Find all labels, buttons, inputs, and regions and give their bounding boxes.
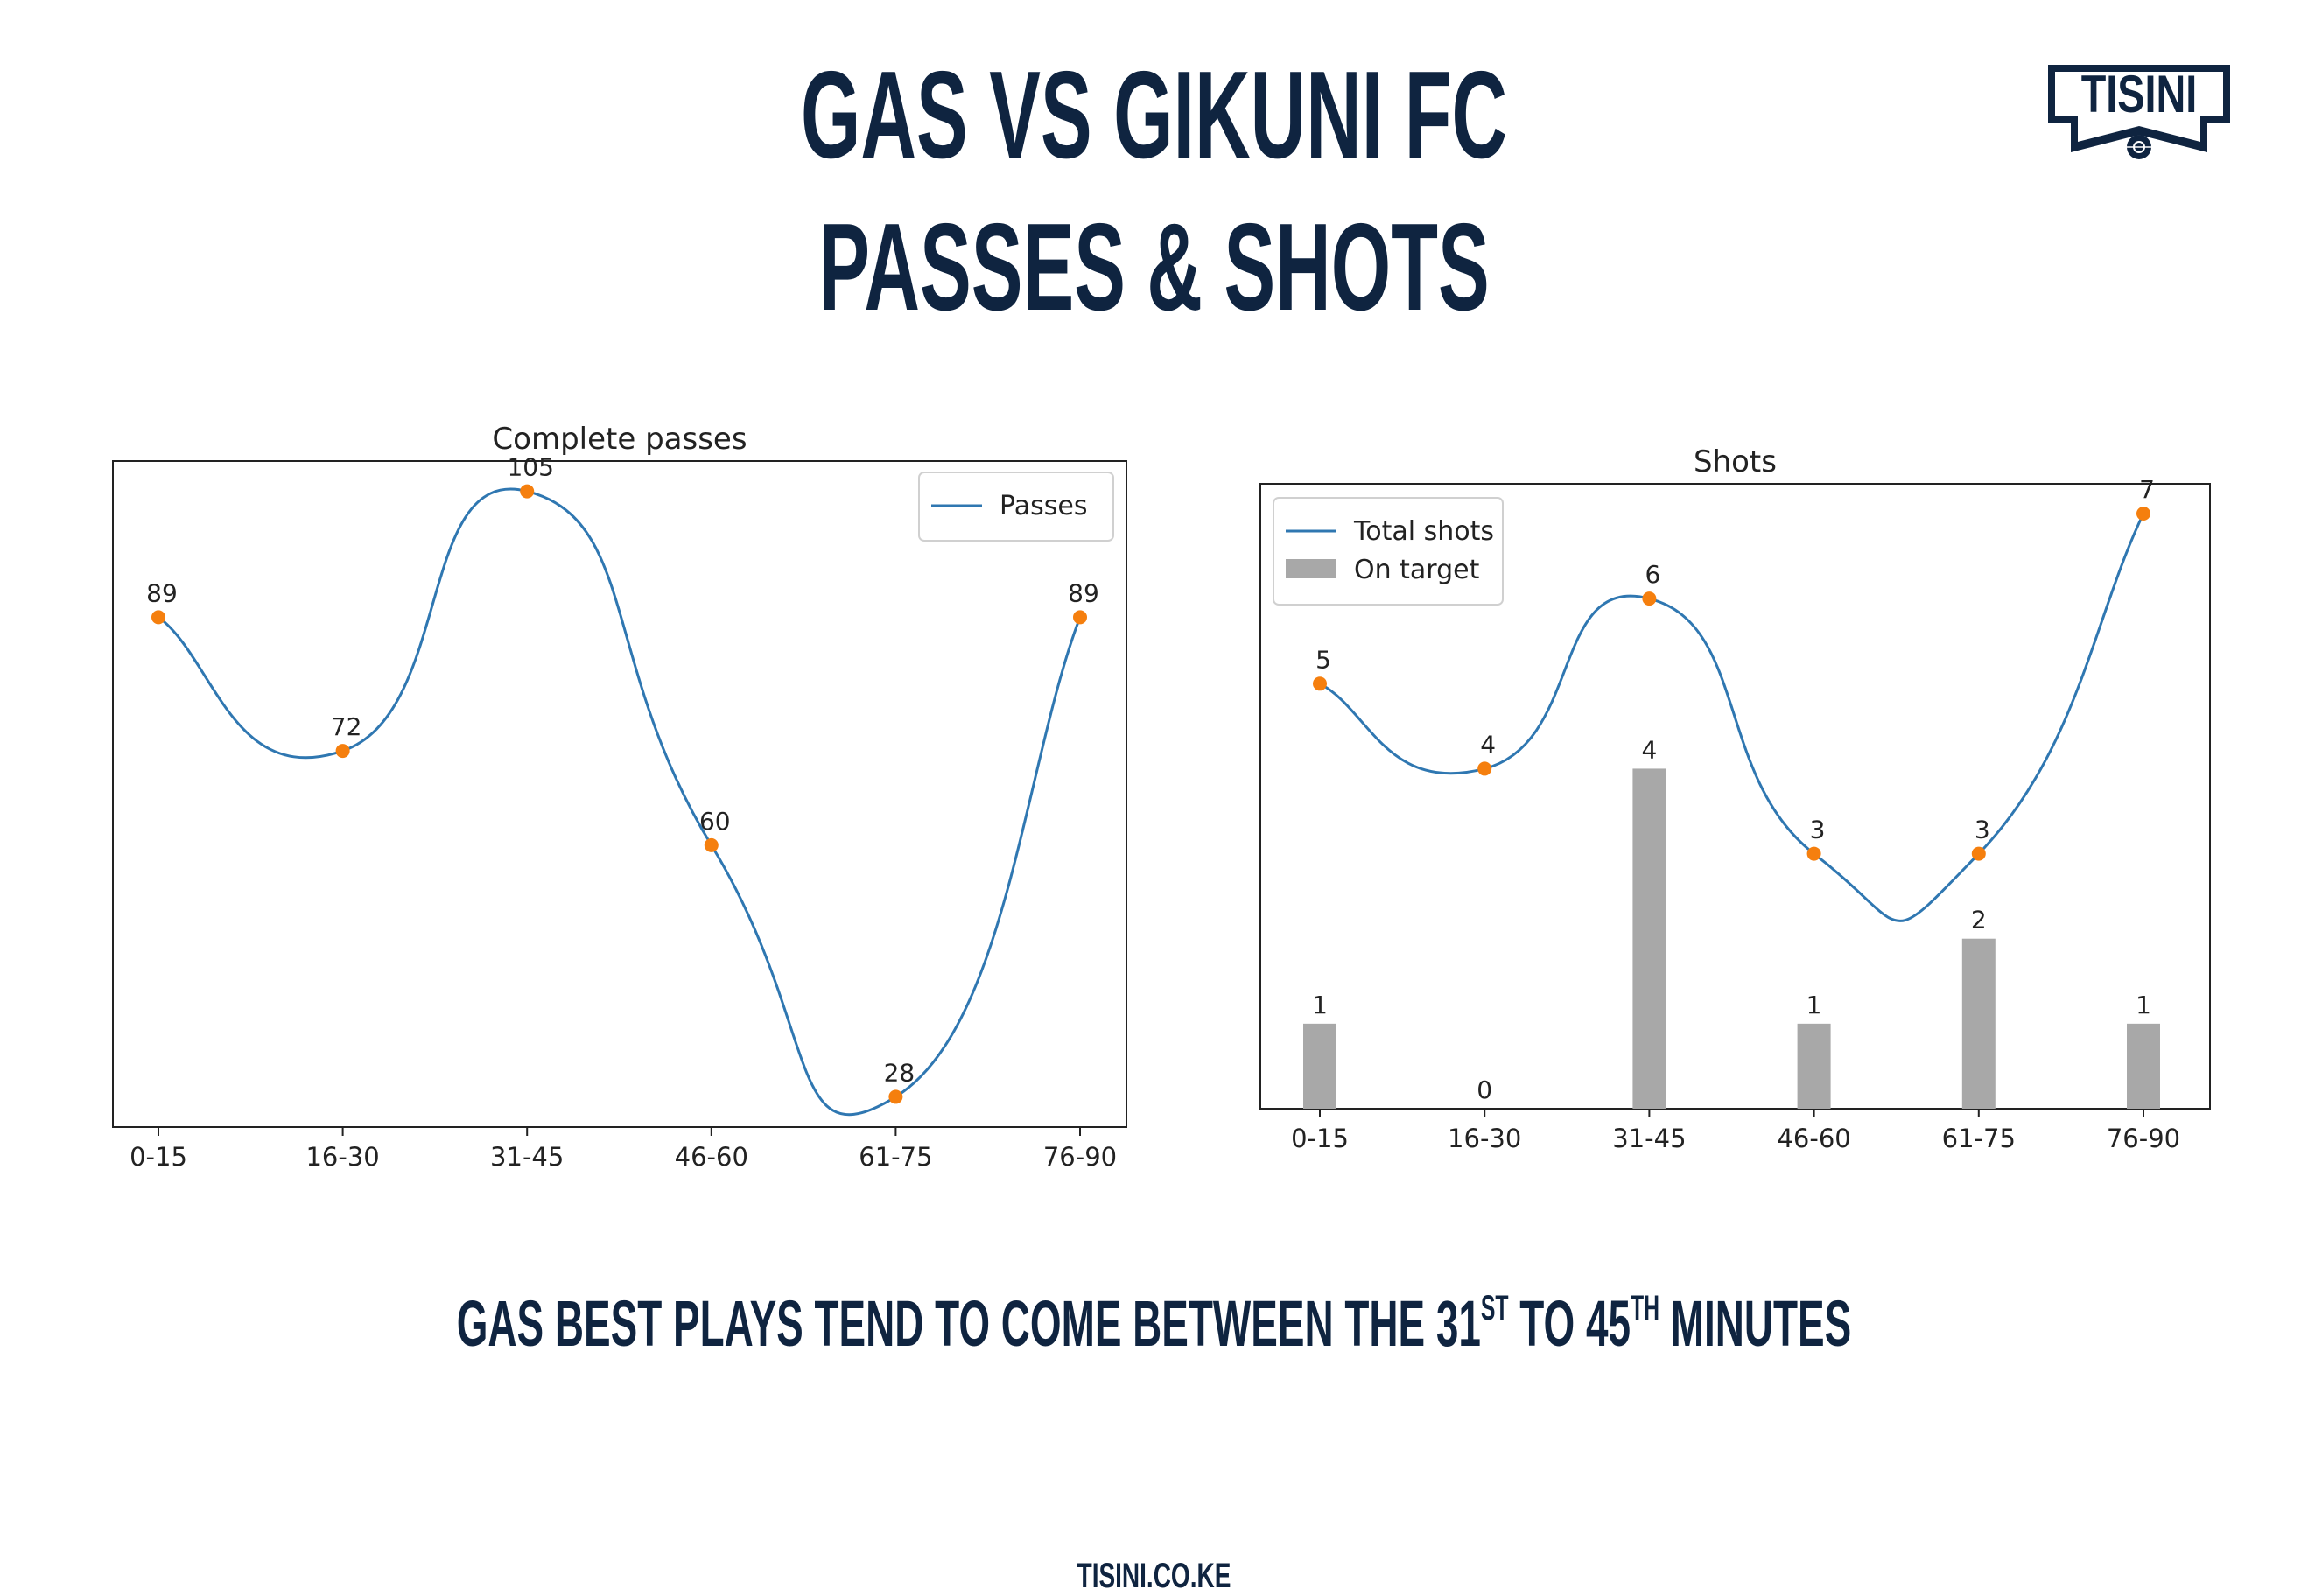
x-tick-label: 61-75 xyxy=(859,1142,932,1172)
legend-swatch-bar xyxy=(1286,559,1336,578)
shots-chart: Shots 0-15 16-30 31-45 46-60 61-75 76-90 1 0 4 1 2 1… xyxy=(1259,444,2211,1153)
complete-passes-chart: Complete passes 0-15 16-30 31-45 46-60 61-75 7… xyxy=(112,422,1127,1172)
data-label: 89 xyxy=(146,578,178,607)
logo-wordmark: TISINI xyxy=(2081,65,2198,123)
tisini-logo: TISINI xyxy=(2048,65,2230,159)
bar-data-label: 1 xyxy=(2136,990,2151,1019)
caption-sup-1: ST xyxy=(1480,1289,1509,1327)
caption-sup-2: TH xyxy=(1630,1289,1660,1327)
legend-box xyxy=(1273,497,1504,606)
data-point xyxy=(335,744,350,759)
data-point xyxy=(1971,846,1986,861)
data-label: 60 xyxy=(699,807,731,836)
chart-title: Shots xyxy=(1694,444,1777,480)
legend-label: Total shots xyxy=(1353,516,1494,547)
x-tick-label: 16-30 xyxy=(305,1142,379,1172)
caption-text-2: TO 45 xyxy=(1508,1287,1631,1360)
bar-data-label: 2 xyxy=(1971,906,1987,934)
x-tick-label: 61-75 xyxy=(1942,1124,2016,1153)
data-point xyxy=(1313,676,1327,691)
data-point xyxy=(888,1089,903,1104)
data-label: 6 xyxy=(1645,560,1660,589)
legend-label: On target xyxy=(1354,555,1480,585)
data-point xyxy=(2136,507,2150,521)
data-label: 3 xyxy=(1810,816,1826,844)
chart-title: Complete passes xyxy=(492,422,747,457)
bar-data-label: 1 xyxy=(1806,990,1822,1019)
data-label: 7 xyxy=(2139,475,2155,504)
data-point xyxy=(1477,761,1492,776)
x-tick-label: 31-45 xyxy=(490,1142,564,1172)
data-point xyxy=(704,837,719,852)
data-label: 72 xyxy=(331,712,362,741)
data-point xyxy=(151,610,165,625)
bar xyxy=(1632,768,1666,1109)
x-tick-label: 46-60 xyxy=(1777,1124,1850,1153)
bar-data-label: 4 xyxy=(1641,735,1657,764)
data-point xyxy=(1073,610,1087,625)
bar-data-label: 0 xyxy=(1477,1075,1492,1104)
data-point xyxy=(1806,846,1821,861)
data-label: 105 xyxy=(507,453,553,482)
data-label: 4 xyxy=(1480,730,1496,759)
x-tick-label: 76-90 xyxy=(2107,1124,2180,1153)
caption: GAS BEST PLAYS TEND TO COME BETWEEN THE … xyxy=(438,1269,1870,1363)
data-label: 28 xyxy=(884,1058,915,1087)
page-title-line-1: GAS VS GIKUNI FC xyxy=(800,46,1508,185)
data-label: 89 xyxy=(1068,578,1099,607)
legend-label: Passes xyxy=(1000,491,1087,522)
plot-frame xyxy=(112,460,1127,1128)
bar xyxy=(1303,1023,1336,1109)
plot-frame xyxy=(1259,483,2211,1110)
data-point xyxy=(520,484,535,499)
caption-text-3: MINUTES xyxy=(1659,1287,1852,1360)
bar xyxy=(2127,1023,2160,1109)
caption-text-1: GAS BEST PLAYS TEND TO COME BETWEEN THE … xyxy=(456,1287,1481,1360)
page-title-line-2: PASSES & SHOTS xyxy=(818,198,1490,337)
x-tick-label: 16-30 xyxy=(1448,1124,1521,1153)
series-line xyxy=(158,487,1082,1116)
data-point xyxy=(1642,592,1657,606)
data-label: 5 xyxy=(1315,645,1331,674)
logo-shield-inner xyxy=(2055,72,2223,142)
x-tick-label: 46-60 xyxy=(675,1142,748,1172)
football-icon xyxy=(2127,135,2151,159)
x-tick-label: 0-15 xyxy=(1291,1124,1349,1153)
x-tick-label: 76-90 xyxy=(1043,1142,1117,1172)
x-tick-label: 0-15 xyxy=(130,1142,187,1172)
data-label: 3 xyxy=(1975,816,1990,844)
bar-data-label: 1 xyxy=(1312,990,1328,1019)
bar xyxy=(1961,938,1996,1109)
legend-box xyxy=(918,472,1114,542)
x-tick-label: 31-45 xyxy=(1612,1124,1686,1153)
footer-website[interactable]: TISINI.CO.KE xyxy=(1077,1557,1231,1595)
bar xyxy=(1797,1023,1831,1109)
